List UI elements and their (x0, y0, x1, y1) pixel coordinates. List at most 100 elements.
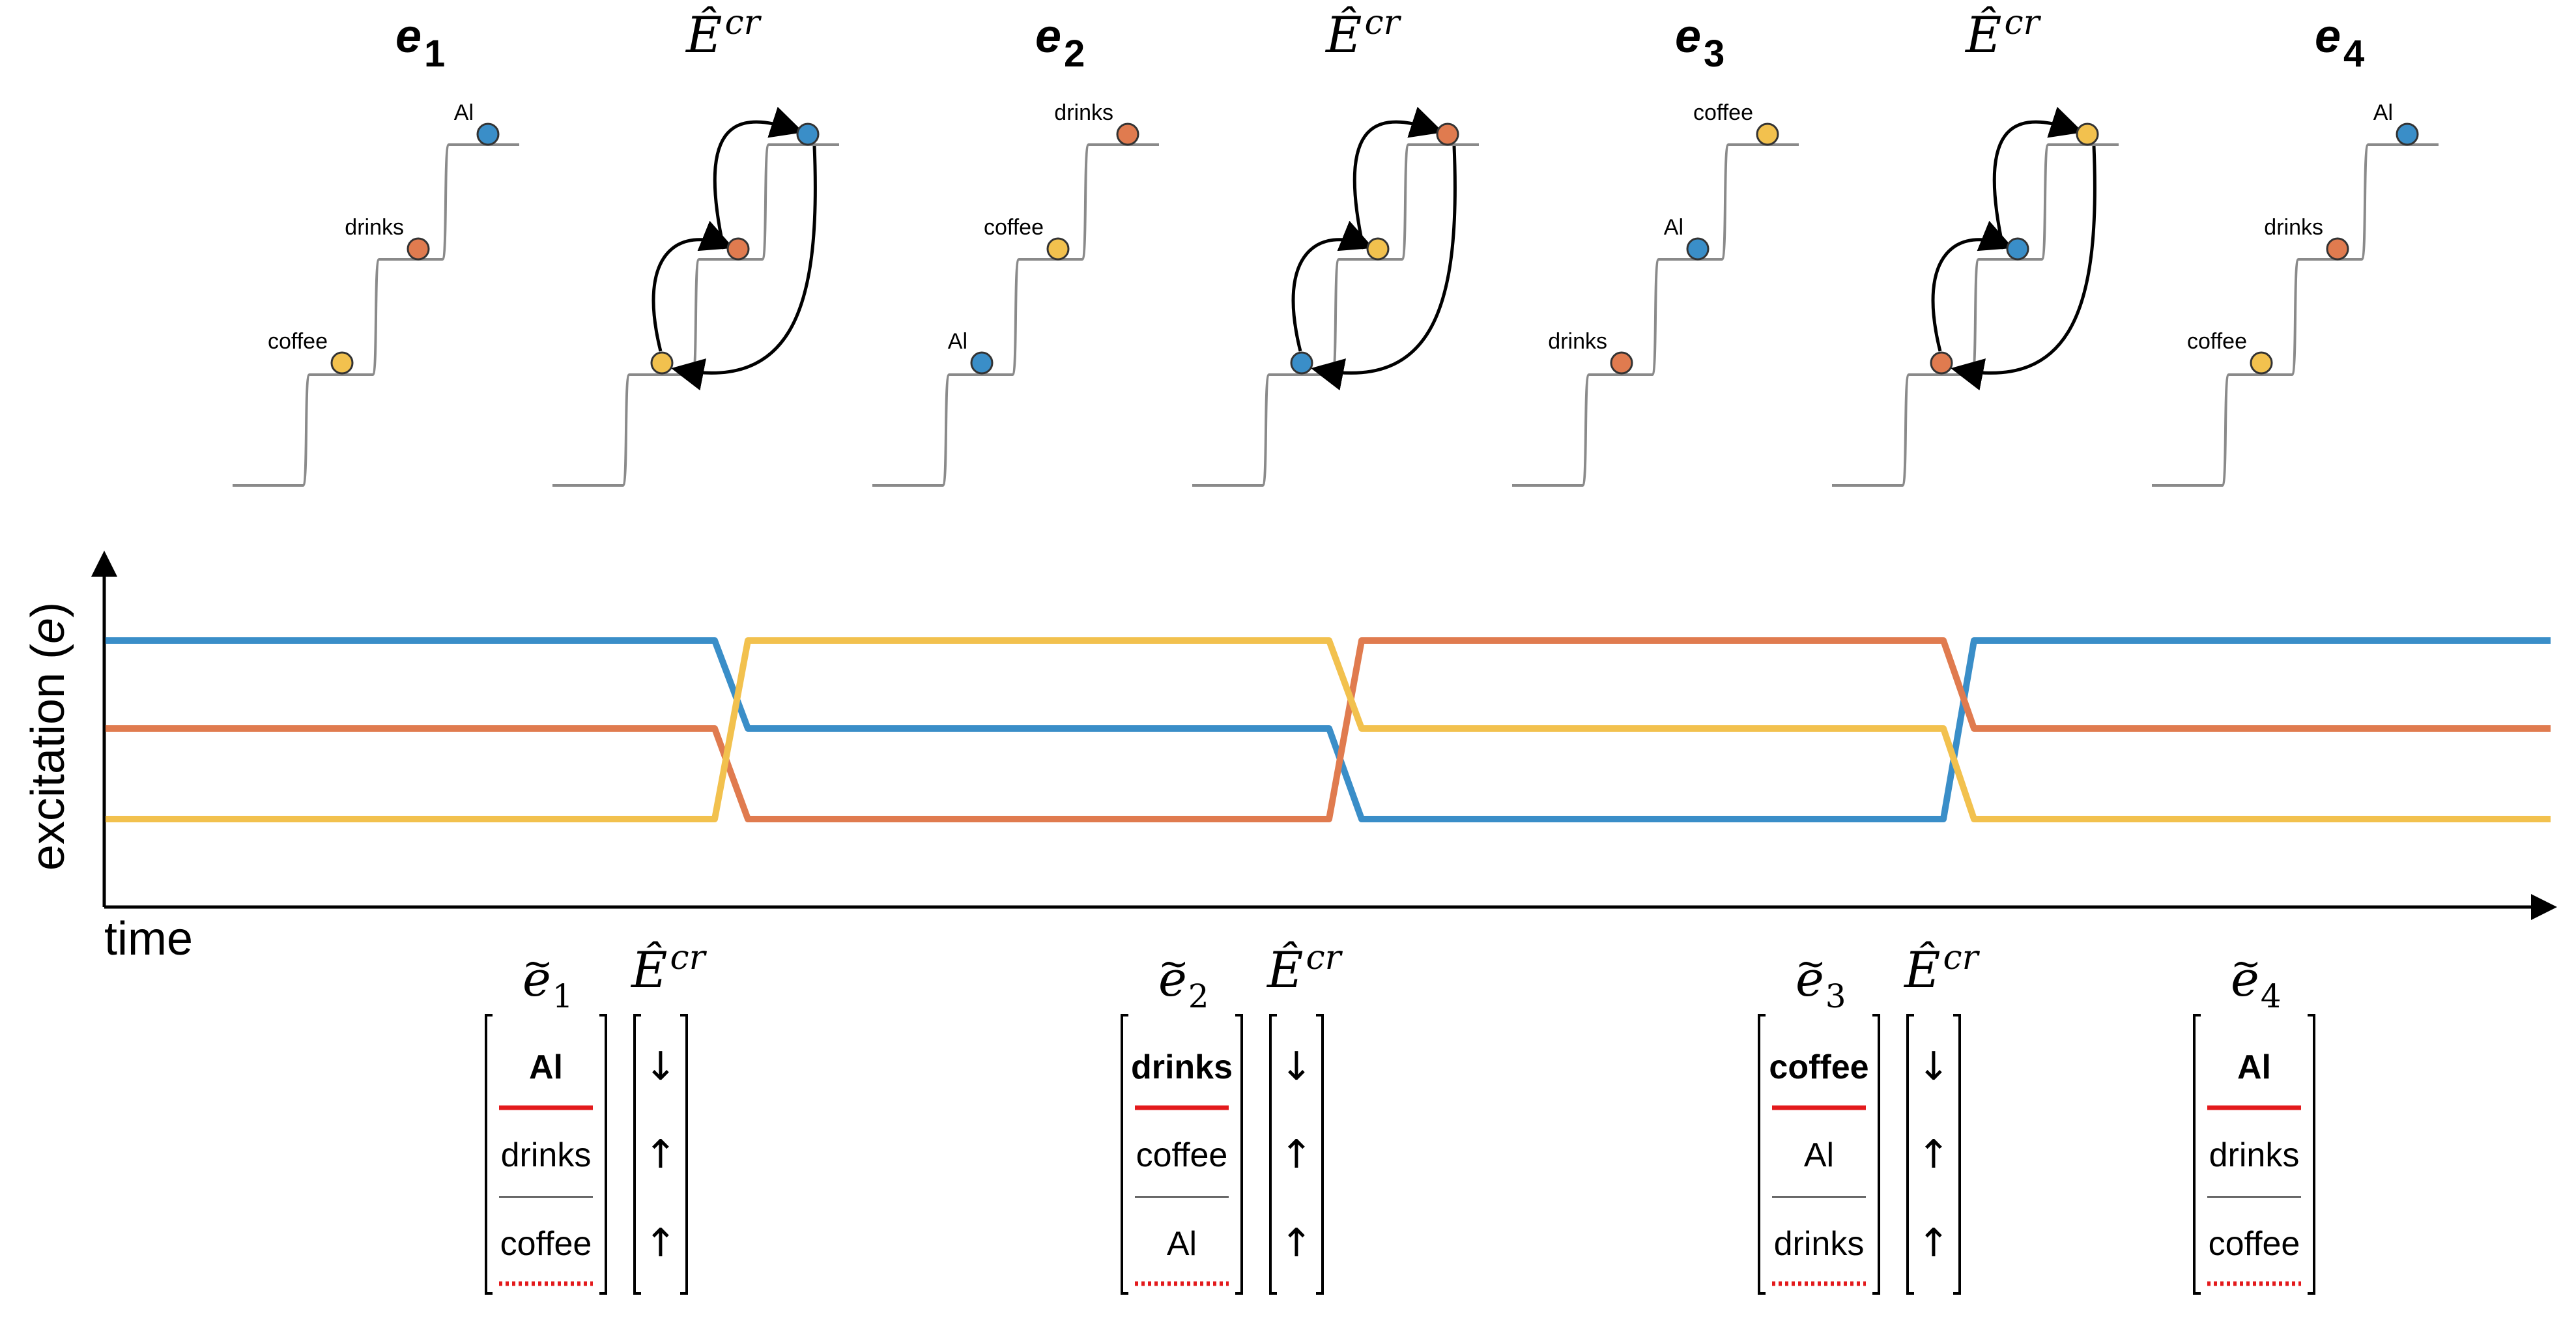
node-drinks (2326, 237, 2349, 261)
staircase-line (872, 143, 1159, 487)
arrow-up-icon: ↑ (1280, 1132, 1313, 1177)
ecr-label: Êcr (630, 938, 708, 999)
node-coffee (2250, 351, 2273, 375)
node-al (970, 351, 994, 375)
tilde-mark: ~ (522, 943, 553, 985)
panel-7: e4 Al drinks coffee (2152, 10, 2439, 487)
bracket-left (2193, 1014, 2201, 1295)
staircase-line (1192, 143, 1479, 487)
excitation-plot: excitation (e) time (22, 551, 2557, 965)
state-title: e3 (1675, 10, 1724, 75)
node-coffee (2076, 123, 2099, 146)
vector-item-al: Al (1167, 1225, 1197, 1263)
vector-2: e2~ drinks coffee Al Êcr ↓ ↑ ↑ (1121, 938, 1343, 1295)
vector-label: e2 (1158, 951, 1209, 1015)
ecr-title: Êcr (685, 3, 762, 64)
staircase-panels: e1 Al drinks coffee Êcr e2 drinks coffee Al Êcr e3… (233, 3, 2439, 487)
series-line-al (106, 637, 2551, 822)
cycle-arrow-up (651, 220, 734, 352)
ecr-label: Êcr (1903, 938, 1981, 999)
vector-item-drinks: drinks (2209, 1136, 2300, 1174)
node-label-drinks: drinks (1054, 100, 1113, 125)
arrow-down-icon: ↓ (644, 1044, 677, 1089)
ecr-title: Êcr (1324, 3, 1402, 64)
vector-item-al: Al (529, 1048, 563, 1086)
staircase-line (233, 143, 519, 487)
staircase-line (1832, 143, 2119, 487)
tilde-mark: ~ (1158, 943, 1189, 985)
vector-item-al: Al (2237, 1048, 2271, 1086)
node-label-al: Al (1664, 215, 1683, 240)
node-drinks (726, 237, 750, 261)
arrow-down-icon: ↓ (1280, 1044, 1313, 1089)
bracket-left (633, 1014, 641, 1295)
bracket-right (1953, 1014, 1961, 1295)
panel-1: e1 Al drinks coffee (233, 10, 519, 487)
node-drinks (1116, 123, 1139, 146)
staircase-line (2152, 143, 2439, 487)
bracket-left (1906, 1014, 1914, 1295)
panel-5: e3 coffee Al drinks (1512, 10, 1799, 487)
node-label-coffee: coffee (984, 215, 1044, 240)
cycle-arrow-down (1311, 145, 1457, 391)
node-label-drinks: drinks (2264, 215, 2323, 240)
bracket-left (1121, 1014, 1128, 1295)
series-line-coffee (106, 637, 2551, 822)
bracket-left (485, 1014, 493, 1295)
node-drinks (1610, 351, 1633, 375)
tilde-mark: ~ (1796, 943, 1826, 985)
ecr-label: Êcr (1266, 938, 1343, 999)
bracket-right (680, 1014, 688, 1295)
node-label-drinks: drinks (345, 215, 404, 240)
vector-4: e4~ Al drinks coffee (2193, 943, 2315, 1295)
state-title: e2 (1035, 10, 1085, 75)
node-al (2396, 123, 2419, 146)
vector-item-drinks: drinks (1131, 1048, 1233, 1086)
vector-label: e3 (1796, 951, 1846, 1015)
node-label-coffee: coffee (1693, 100, 1753, 125)
node-coffee (1046, 237, 1070, 261)
node-label-coffee: coffee (268, 329, 328, 354)
panel-4: Êcr (1192, 3, 1479, 487)
node-coffee (1756, 123, 1779, 146)
cycle-arrow-down (1951, 145, 2097, 391)
arrow-down-icon: ↓ (1917, 1044, 1950, 1089)
bracket-right (2308, 1014, 2315, 1295)
vector-item-coffee: coffee (2209, 1225, 2300, 1263)
node-label-al: Al (2373, 100, 2393, 125)
cycle-arrow-up (1352, 106, 1444, 250)
arrow-up-icon: ↑ (1917, 1220, 1950, 1266)
cycle-arrow-up (1291, 220, 1374, 352)
node-label-al: Al (948, 329, 967, 354)
node-label-coffee: coffee (2187, 329, 2247, 354)
bracket-left (1758, 1014, 1766, 1295)
vector-item-al: Al (1804, 1136, 1834, 1174)
bracket-right (1235, 1014, 1243, 1295)
node-label-drinks: drinks (1548, 329, 1607, 354)
ranking-vectors: e1~AldrinkscoffeeÊcr↓↑↑e2~drinkscoffeeAl… (485, 938, 2315, 1295)
vector-item-coffee: coffee (1769, 1048, 1868, 1086)
vector-1: e1~ Al drinks coffee Êcr ↓ ↑ ↑ (485, 938, 708, 1295)
arrow-up-icon: ↑ (1280, 1220, 1313, 1266)
vector-item-drinks: drinks (1774, 1225, 1865, 1263)
vector-label: e4 (2231, 951, 2282, 1015)
node-al (476, 123, 500, 146)
vector-item-coffee: coffee (1136, 1136, 1228, 1174)
panel-3: e2 drinks coffee Al (872, 10, 1159, 487)
panel-6: Êcr (1832, 3, 2119, 487)
node-al (1290, 351, 1313, 375)
node-drinks (1436, 123, 1459, 146)
node-coffee (330, 351, 354, 375)
bracket-left (1269, 1014, 1277, 1295)
node-al (1686, 237, 1710, 261)
arrow-up-icon: ↑ (1917, 1132, 1950, 1177)
arrow-up-icon: ↑ (644, 1132, 677, 1177)
tilde-mark: ~ (2231, 943, 2261, 985)
series-line-drinks (106, 637, 2551, 822)
vector-item-drinks: drinks (501, 1136, 592, 1174)
cycle-arrow-up (1992, 106, 2083, 250)
node-drinks (1930, 351, 1953, 375)
state-title: e1 (395, 10, 445, 75)
arrow-up-icon: ↑ (644, 1220, 677, 1266)
